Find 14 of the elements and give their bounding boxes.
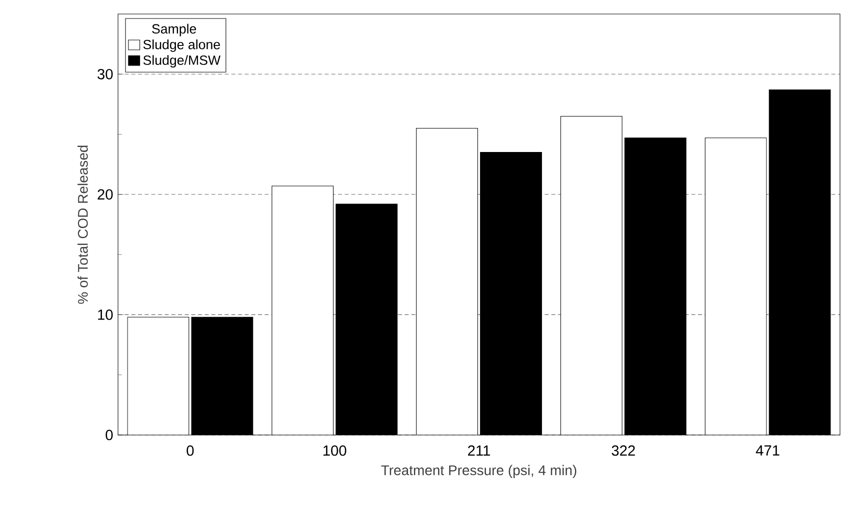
- y-tick-label: 20: [98, 189, 113, 200]
- y-tick-label: 10: [98, 310, 113, 320]
- y-tick-label: 0: [106, 430, 113, 440]
- x-axis-title: Treatment Pressure (psi, 4 min): [381, 464, 576, 478]
- x-tick-label: 322: [612, 445, 635, 456]
- x-tick-label: 0: [186, 445, 194, 456]
- y-tick-label: 30: [98, 68, 113, 80]
- legend-title: Sample: [152, 24, 196, 36]
- legend-label: Sludge alone: [143, 39, 220, 52]
- y-axis-title: % of Total COD Released: [78, 146, 88, 304]
- x-tick-label: 100: [323, 445, 346, 456]
- x-tick-label: 471: [756, 445, 780, 456]
- legend-label: Sludge/MSW: [143, 55, 221, 68]
- x-tick-label: 211: [468, 445, 490, 456]
